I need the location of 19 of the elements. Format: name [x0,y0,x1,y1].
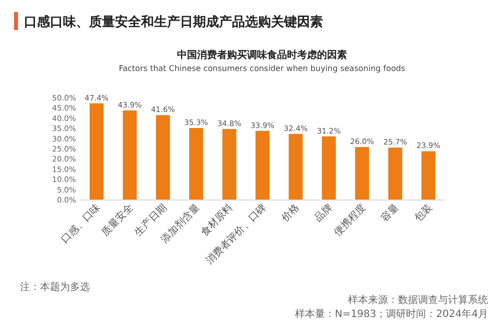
bar [355,146,370,200]
bar [288,134,303,200]
text: 样本来源：数据调查与计算系统 [348,294,488,306]
bar [388,148,402,200]
bar [322,136,336,200]
bar [90,103,104,200]
text: 样本量：N=1983；调研时间：2024年4月 [294,308,488,320]
bar [156,115,170,200]
chart-subtitle: 中国消费者购买调味食品时考虑的因素 Factors that Chinese consumers consider when buying seasoning foods [118,49,406,73]
bar [122,110,137,200]
bar [256,130,270,200]
x-tick-label: 容量 [378,202,402,224]
x-tick-label: 包装 [412,202,435,224]
bar [222,129,236,200]
text: 注：本题为多选 [20,281,90,293]
bar [421,151,436,200]
x-tick-label: 价格 [278,202,302,225]
bar [189,128,204,200]
chart-title: 口感口味、质量安全和生产日期成产品选购关键因素 [24,14,323,30]
